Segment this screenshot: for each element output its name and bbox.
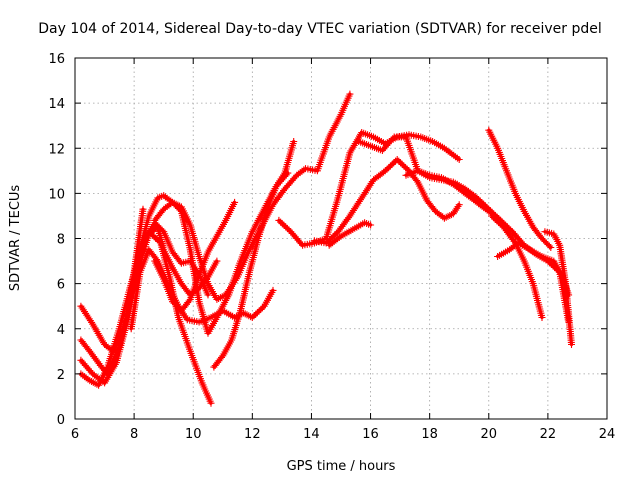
plus-markers	[310, 156, 463, 247]
x-tick-label: 18	[421, 427, 438, 442]
x-tick-label: 24	[599, 427, 616, 442]
series-s11	[310, 156, 463, 247]
y-tick-label: 12	[48, 142, 65, 157]
plus-markers	[151, 198, 239, 315]
x-axis-label: GPS time / hours	[287, 459, 396, 474]
chart-title: Day 104 of 2014, Sidereal Day-to-day VTE…	[38, 21, 602, 37]
plus-markers	[541, 228, 575, 348]
x-tick-label: 14	[303, 427, 320, 442]
series-s9	[210, 169, 292, 371]
series-s8	[151, 198, 239, 315]
series-s15	[485, 126, 555, 251]
series-s12	[325, 219, 375, 249]
y-tick-label: 0	[57, 413, 65, 428]
x-tick-label: 22	[540, 427, 557, 442]
plus-markers	[325, 219, 375, 249]
x-tick-label: 8	[130, 427, 138, 442]
y-tick-label: 10	[48, 187, 65, 202]
y-tick-label: 2	[57, 368, 65, 383]
data-series	[77, 90, 575, 407]
y-tick-label: 14	[48, 97, 65, 112]
y-axis-label: SDTVAR / TECUs	[8, 185, 23, 292]
series-s18	[541, 228, 575, 348]
x-tick-label: 6	[71, 427, 79, 442]
plus-markers	[485, 126, 555, 251]
y-tick-label: 6	[57, 278, 65, 293]
x-tick-label: 10	[185, 427, 202, 442]
plus-markers	[210, 169, 292, 371]
y-tick-label: 16	[48, 52, 65, 67]
y-tick-label: 8	[57, 233, 65, 248]
x-tick-label: 16	[362, 427, 379, 442]
y-tick-label: 4	[57, 323, 65, 338]
x-tick-label: 20	[481, 427, 498, 442]
x-tick-label: 12	[244, 427, 261, 442]
